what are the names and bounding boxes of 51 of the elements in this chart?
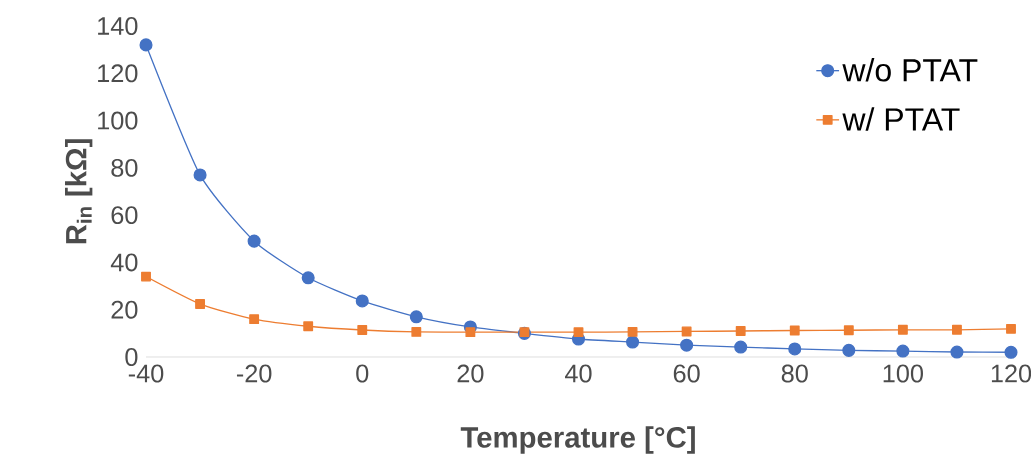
x-tick-label: 80 xyxy=(781,364,808,383)
y-tick-label: 80 xyxy=(111,158,138,177)
y-axis-title: R$_{in}$ [kΩ] xyxy=(65,139,93,244)
y-tick-label: 40 xyxy=(110,253,138,272)
point xyxy=(357,325,368,335)
x-tick-label: -40 xyxy=(128,364,164,383)
point xyxy=(355,294,369,308)
y-tick-label: 60 xyxy=(111,206,138,225)
point xyxy=(681,326,692,337)
y-tick-label: 140 xyxy=(98,17,138,35)
point xyxy=(789,325,800,336)
point xyxy=(249,314,260,325)
point xyxy=(193,168,207,182)
y-tick-label: 20 xyxy=(111,300,138,319)
x-axis-title: Temperature [°C] xyxy=(460,426,695,454)
y-tick-label: 100 xyxy=(98,111,138,130)
point xyxy=(735,326,746,336)
point xyxy=(680,338,694,352)
point xyxy=(411,326,422,337)
point xyxy=(842,343,856,357)
point xyxy=(627,326,638,337)
x-tick-label: 20 xyxy=(457,364,484,383)
point xyxy=(897,324,908,335)
point xyxy=(843,325,854,336)
point xyxy=(139,38,153,52)
point xyxy=(1004,345,1018,359)
point xyxy=(1006,323,1016,334)
point xyxy=(195,299,206,309)
point xyxy=(247,234,261,248)
x-tick-label: 40 xyxy=(565,364,592,383)
legend-label: w/o PTAT xyxy=(842,58,978,82)
y-tick-label: 120 xyxy=(98,64,138,83)
point xyxy=(896,344,910,358)
point xyxy=(141,271,151,282)
point xyxy=(950,345,964,359)
x-tick-label: 120 xyxy=(991,364,1031,383)
y-tick-label: 0 xyxy=(125,348,138,366)
point xyxy=(788,342,802,356)
point xyxy=(734,340,748,354)
point xyxy=(465,327,476,338)
x-tick-label: 100 xyxy=(883,364,923,383)
x-tick-label: 60 xyxy=(673,364,700,383)
point xyxy=(409,310,423,324)
point xyxy=(573,327,584,338)
x-tick-label: 0 xyxy=(356,364,369,383)
point xyxy=(952,324,962,335)
x-tick-label: -20 xyxy=(236,364,272,383)
legend-label: w/ PTAT xyxy=(842,107,960,131)
point xyxy=(301,271,315,285)
point xyxy=(626,335,640,349)
point xyxy=(303,321,314,332)
